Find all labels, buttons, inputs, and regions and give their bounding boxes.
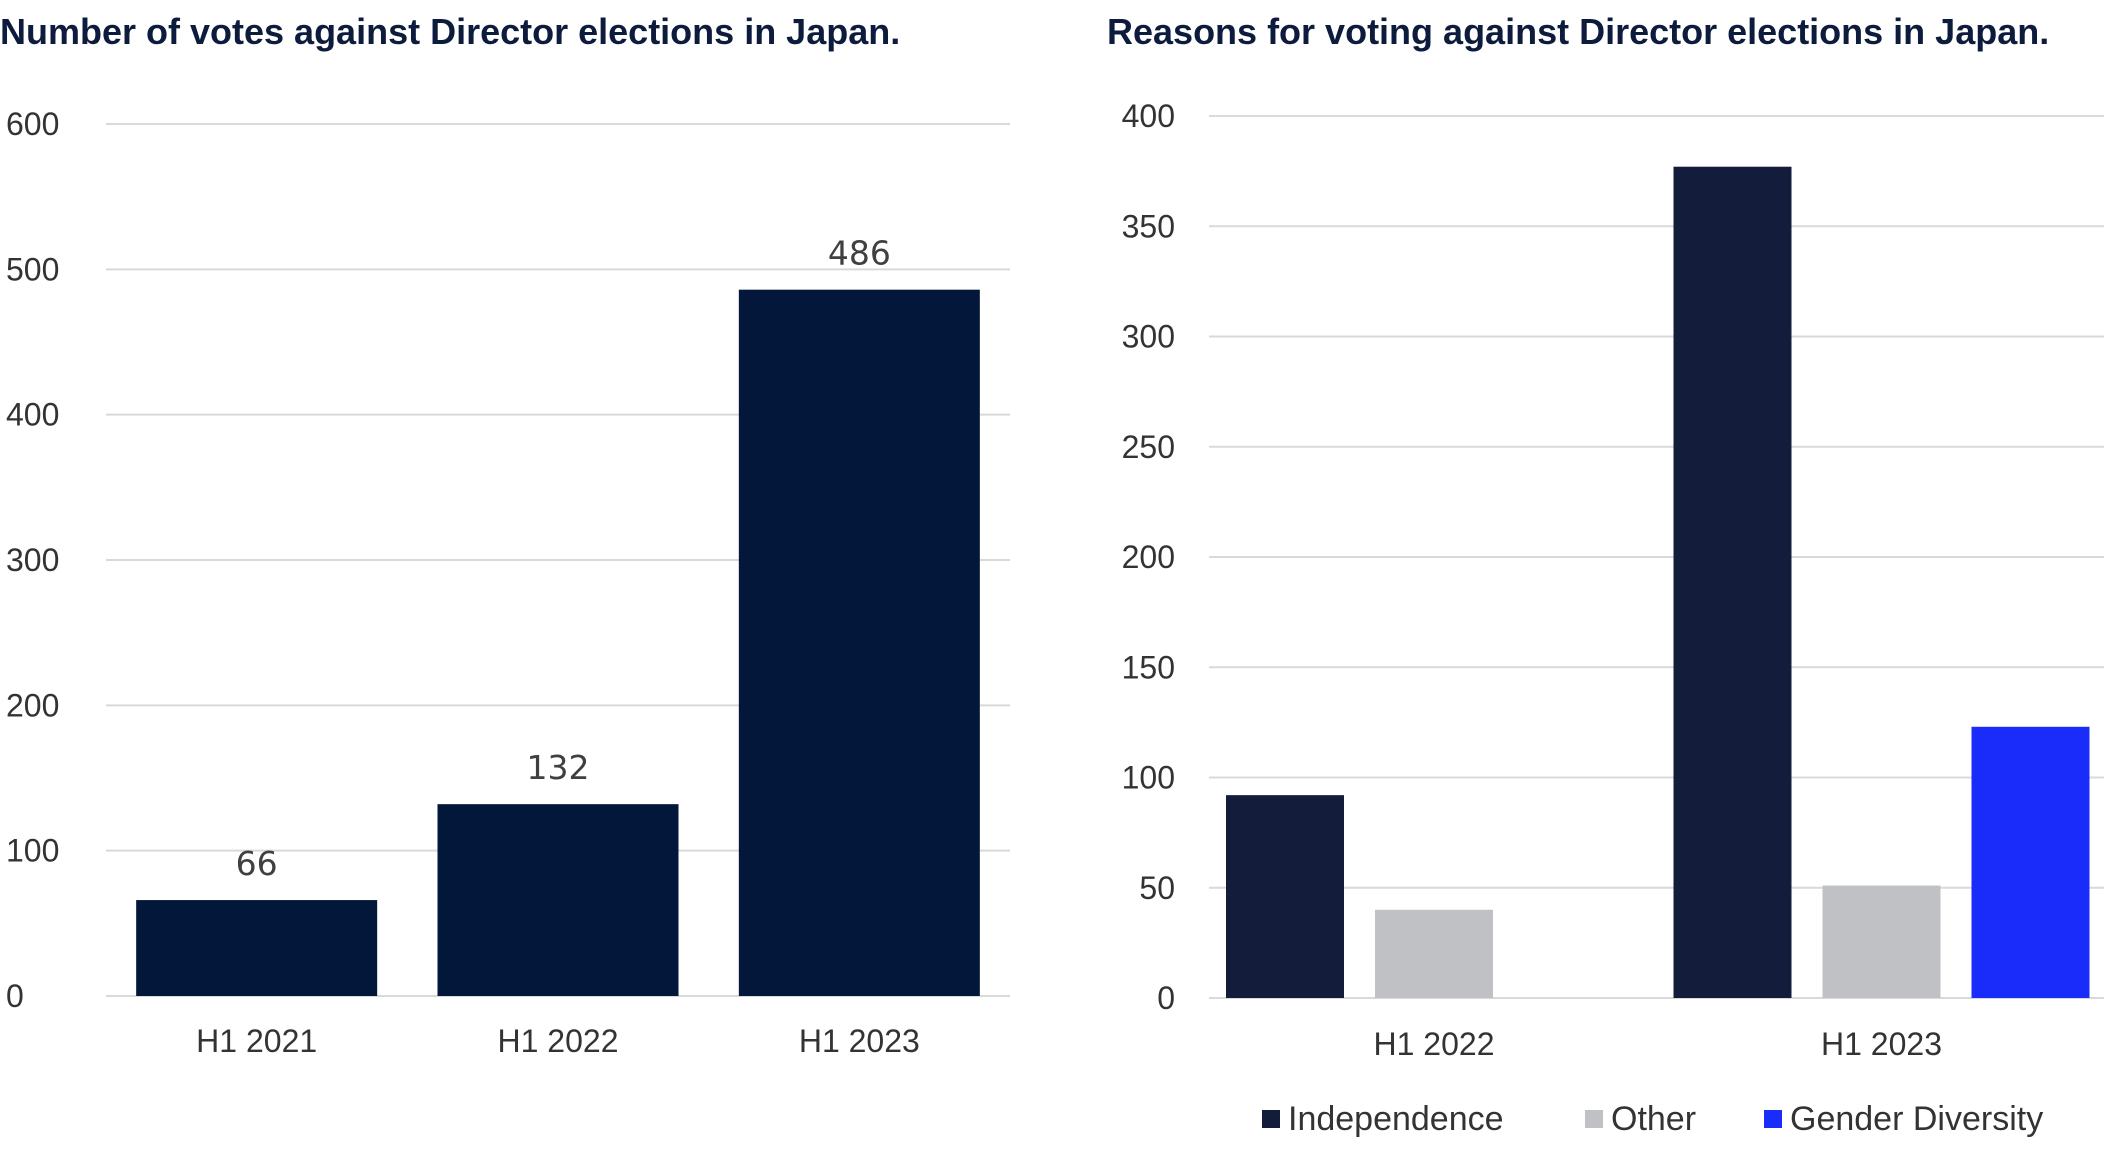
right-bar-independence [1673,166,1792,999]
right-bar-other [1822,885,1941,998]
right-y-tick-label: 50 [1139,870,1175,906]
legend-swatch-independence [1262,1110,1280,1128]
legend-label: Gender Diversity [1790,1100,2043,1138]
left-y-tick-label: 300 [6,542,59,578]
legend-label: Independence [1288,1100,1504,1138]
right-chart: Reasons for voting against Director elec… [1107,11,2104,1138]
right-y-tick-label: 0 [1157,980,1175,1016]
right-chart-y-ticks: 0 50 100 150 200 250 300 350 400 [1122,98,1175,1016]
right-bar-gender-diversity [1971,726,2090,998]
right-y-tick-label: 300 [1122,319,1175,355]
left-chart-title: Number of votes against Director electio… [0,11,900,52]
left-x-tick-label: H1 2022 [498,1023,619,1059]
left-bar [136,900,378,996]
right-chart-x-ticks: H1 2022 H1 2023 [1374,1026,1942,1062]
legend-swatch-other [1585,1110,1603,1128]
left-y-tick-label: 500 [6,251,59,287]
left-bar [738,289,980,996]
left-bar-data-label: 132 [527,748,590,787]
left-chart-x-ticks: H1 2021 H1 2022 H1 2023 [196,1023,920,1059]
right-bar-other [1375,909,1493,998]
right-x-tick-label: H1 2022 [1374,1026,1495,1062]
right-y-tick-label: 400 [1122,98,1175,134]
left-bar-data-label: 486 [828,234,891,273]
right-chart-gridlines [1209,115,2104,999]
right-y-tick-label: 150 [1122,649,1175,685]
right-bar-independence [1226,795,1344,998]
left-chart: Number of votes against Director electio… [0,11,1010,1059]
right-y-tick-label: 250 [1122,429,1175,465]
left-y-tick-label: 600 [6,106,59,142]
legend-swatch-gender-diversity [1764,1110,1782,1128]
left-chart-y-ticks: 0 100 200 300 400 500 600 [6,106,59,1014]
left-y-tick-label: 100 [6,833,59,869]
legend-label: Other [1611,1100,1696,1138]
left-bar [437,804,679,996]
left-y-tick-label: 400 [6,397,59,433]
left-x-tick-label: H1 2023 [799,1023,920,1059]
left-chart-gridlines [106,123,1010,997]
right-chart-title: Reasons for voting against Director elec… [1107,11,2049,52]
right-chart-bars [1226,166,2090,999]
right-chart-legend: Independence Other Gender Diversity [1262,1100,2043,1138]
left-bar-data-label: 66 [236,844,278,883]
left-chart-bars [136,289,980,996]
left-y-tick-label: 0 [6,978,24,1014]
left-y-tick-label: 200 [6,687,59,723]
left-chart-data-labels: 66 132 486 [236,234,891,883]
right-y-tick-label: 350 [1122,208,1175,244]
right-y-tick-label: 200 [1122,539,1175,575]
right-y-tick-label: 100 [1122,760,1175,796]
left-x-tick-label: H1 2021 [196,1023,317,1059]
right-x-tick-label: H1 2023 [1821,1026,1942,1062]
